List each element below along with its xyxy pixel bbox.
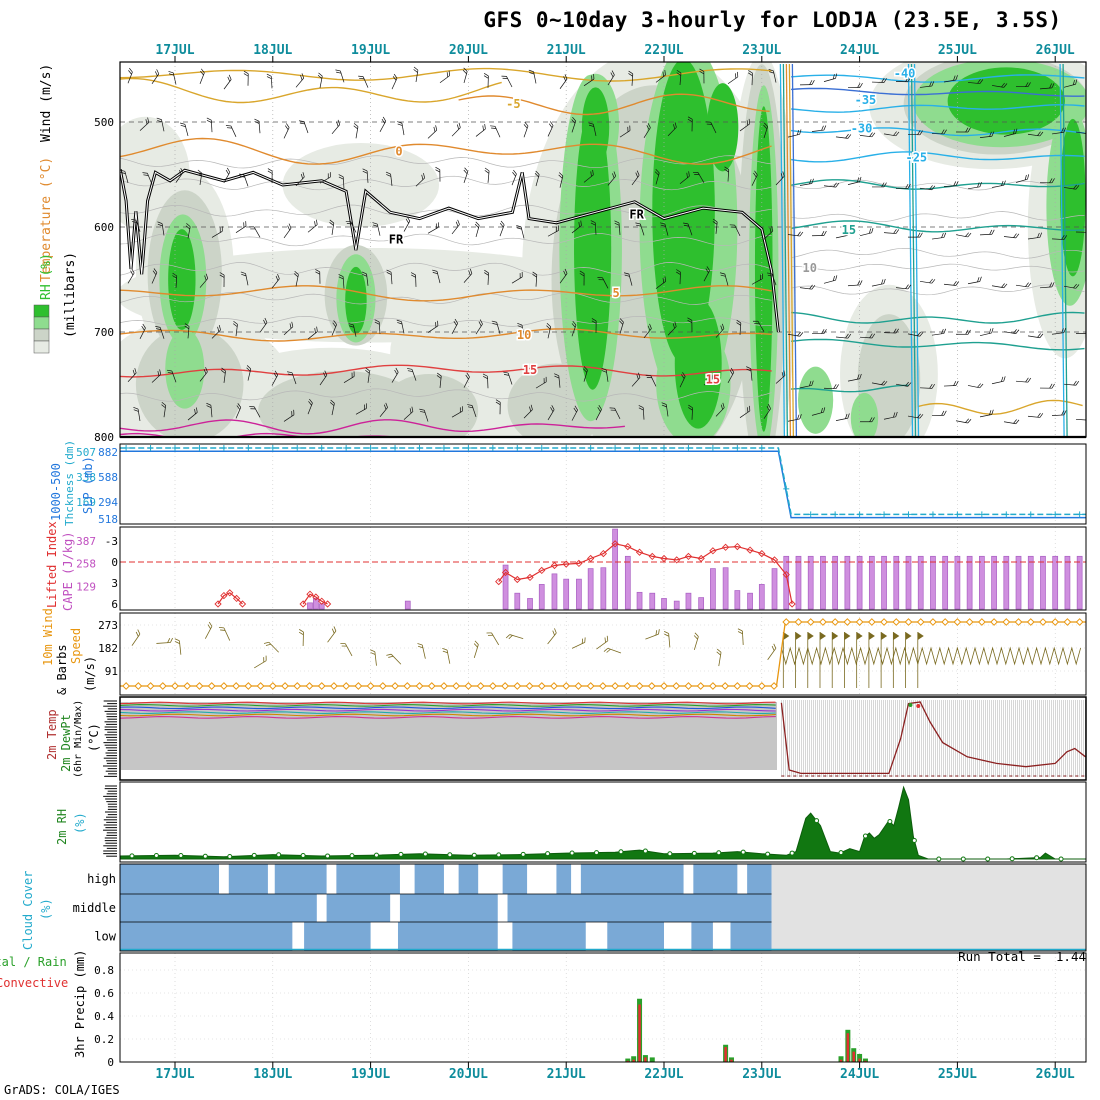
svg-text:20JUL: 20JUL [449, 1067, 488, 1082]
upper_air-axis-label-0: Wind (m/s) [39, 63, 54, 142]
svg-text:129: 129 [76, 580, 96, 593]
svg-text:0.2: 0.2 [94, 1033, 114, 1046]
svg-text:169: 169 [76, 496, 96, 509]
svg-text:0.4: 0.4 [94, 1010, 114, 1023]
wind10m-axis-label-2: Speed [69, 627, 83, 664]
precip3hr-axis-label-1: Convective [0, 976, 69, 990]
svg-text:25JUL: 25JUL [938, 43, 977, 58]
svg-text:6: 6 [111, 598, 118, 611]
cloud-row-label-middle: middle [73, 901, 116, 915]
precip3hr-axis-label-0: Total / Rain [0, 955, 67, 969]
page-title: GFS 0~10day 3-hourly for LODJA (23.5E, 3… [483, 8, 1062, 32]
svg-text:882: 882 [98, 446, 118, 459]
svg-text:FR: FR [389, 233, 404, 247]
rh2m-axis-label-1: (%) [73, 812, 87, 834]
svg-text:15: 15 [842, 223, 856, 237]
run-total-label: Run Total = 1.44 [958, 949, 1086, 964]
precip3hr-axis-label-2: 3hr Precip (mm) [73, 949, 87, 1058]
svg-text:182: 182 [98, 642, 118, 655]
slp_thickness-axis-label-2: SLP (mb) [81, 456, 95, 514]
svg-text:18JUL: 18JUL [253, 1067, 292, 1082]
svg-text:19JUL: 19JUL [351, 1067, 390, 1082]
svg-text:10: 10 [517, 328, 531, 342]
temp2m-axis-label-1: 2m DewPt [59, 714, 73, 772]
svg-text:19JUL: 19JUL [351, 43, 390, 58]
svg-text:10: 10 [802, 261, 816, 275]
svg-text:0.8: 0.8 [94, 964, 114, 977]
svg-text:0: 0 [395, 144, 402, 158]
svg-text:24JUL: 24JUL [840, 43, 879, 58]
slp_thickness-axis-label-1: Thckness (dm) [63, 439, 76, 526]
grads-credit: GrADS: COLA/IGES [4, 1083, 120, 1097]
svg-text:0: 0 [107, 1056, 114, 1069]
svg-text:273: 273 [98, 619, 118, 632]
svg-text:18JUL: 18JUL [253, 43, 292, 58]
wind10m-axis-label-3: (m/s) [83, 655, 97, 692]
temp2m-axis-label-3: (°C) [87, 723, 101, 752]
svg-text:338: 338 [76, 471, 96, 484]
svg-text:507: 507 [76, 446, 96, 459]
svg-text:294: 294 [98, 496, 118, 509]
svg-text:25JUL: 25JUL [938, 1067, 977, 1082]
rh2m-axis-label-0: 2m RH [55, 808, 69, 845]
temp2m-axis-label-2: (6hr Min/Max) [73, 699, 84, 778]
svg-text:5: 5 [612, 286, 619, 300]
svg-text:15: 15 [706, 372, 720, 386]
svg-text:600: 600 [94, 221, 114, 234]
svg-text:518: 518 [98, 513, 118, 526]
svg-text:-35: -35 [855, 93, 877, 107]
svg-text:22JUL: 22JUL [644, 1067, 683, 1082]
svg-text:0: 0 [111, 556, 118, 569]
wind10m-axis-label-0: 10m Wind [41, 608, 55, 666]
svg-text:21JUL: 21JUL [547, 43, 586, 58]
svg-text:3: 3 [111, 577, 118, 590]
svg-text:700: 700 [94, 326, 114, 339]
wind10m-barbs [131, 621, 1081, 688]
upper_air-axis-label-2: (millibars) [63, 251, 78, 338]
svg-text:22JUL: 22JUL [644, 43, 683, 58]
temp2m-axis-label-0: 2m Temp [45, 709, 59, 760]
svg-text:15: 15 [523, 363, 537, 377]
svg-text:FR: FR [629, 207, 644, 221]
svg-text:588: 588 [98, 471, 118, 484]
svg-text:24JUL: 24JUL [840, 1067, 879, 1082]
cape_li-axis-label-0: Lifted Index [45, 521, 59, 608]
cloud_cover-axis-label-1: (%) [39, 898, 53, 920]
svg-text:500: 500 [94, 116, 114, 129]
svg-text:17JUL: 17JUL [155, 1067, 194, 1082]
cape_li-axis-label-1: CAPE (J/kg) [61, 531, 75, 611]
slp_thickness-axis-label-0: 1000-500 [49, 463, 63, 521]
svg-text:258: 258 [76, 558, 96, 571]
cloud-row-label-high: high [87, 872, 116, 886]
svg-text:-5: -5 [506, 97, 520, 111]
wind10m-axis-label-1: & Barbs [55, 644, 69, 695]
svg-text:20JUL: 20JUL [449, 43, 488, 58]
svg-text:21JUL: 21JUL [547, 1067, 586, 1082]
svg-text:387: 387 [76, 535, 96, 548]
svg-text:0.6: 0.6 [94, 987, 114, 1000]
upper_air-axis-label-3: RH (%) [39, 253, 54, 300]
svg-text:26JUL: 26JUL [1036, 1067, 1075, 1082]
cloud_cover-axis-label-0: Cloud Cover [21, 870, 35, 950]
cloud-row-label-low: low [94, 930, 116, 944]
svg-text:23JUL: 23JUL [742, 43, 781, 58]
svg-text:17JUL: 17JUL [155, 43, 194, 58]
svg-text:-40: -40 [894, 67, 916, 81]
svg-text:-3: -3 [105, 535, 118, 548]
svg-text:-30: -30 [851, 121, 873, 135]
svg-text:26JUL: 26JUL [1036, 43, 1075, 58]
svg-text:91: 91 [105, 665, 118, 678]
svg-text:-25: -25 [905, 151, 927, 165]
upper-air-canvas: -5 0 -40 -35 -30 -25 15 10 5 10 15 15 FR FR [120, 62, 1086, 437]
svg-text:23JUL: 23JUL [742, 1067, 781, 1082]
svg-text:800: 800 [94, 431, 114, 444]
